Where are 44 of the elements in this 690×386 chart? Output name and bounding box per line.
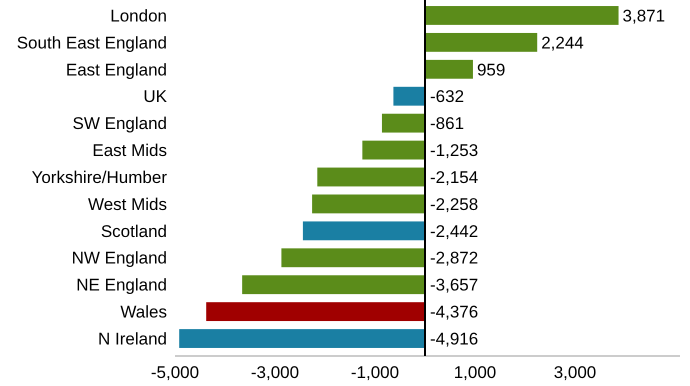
data-label: 2,244: [541, 33, 584, 52]
data-label: -632: [430, 87, 464, 106]
data-label: -1,253: [430, 141, 478, 160]
x-tick-label: -1,000: [350, 363, 400, 382]
bar: [281, 248, 425, 268]
data-label: -2,872: [430, 248, 478, 268]
data-label: -2,154: [430, 168, 478, 187]
bar: [425, 32, 538, 52]
bar: [425, 6, 619, 25]
y-tick-label: NE England: [76, 276, 167, 295]
bar: [179, 329, 425, 348]
x-tick-label: -5,000: [150, 363, 200, 382]
y-tick-label: Scotland: [100, 222, 167, 241]
bar: [317, 168, 425, 186]
bar: [302, 221, 425, 240]
data-label: -4,376: [430, 302, 478, 322]
bar: [425, 60, 473, 79]
y-tick-label: N Ireland: [98, 329, 167, 348]
data-label: 3,871: [622, 6, 666, 26]
data-label: -2,442: [430, 222, 478, 241]
bar: [362, 140, 425, 160]
y-tick-label: Yorkshire/Humber: [32, 168, 168, 187]
data-label: -2,258: [430, 194, 478, 214]
y-tick-label: NW England: [72, 248, 167, 268]
x-tick-label: 1,000: [454, 363, 496, 382]
data-label: 959: [476, 60, 506, 80]
y-tick-label: West Mids: [88, 194, 167, 214]
bar: [206, 302, 425, 322]
y-tick-label: East Mids: [92, 141, 167, 160]
data-label: -3,657: [430, 276, 478, 295]
y-tick-label: Wales: [120, 302, 167, 322]
y-tick-label: SW England: [72, 114, 167, 134]
y-tick-label: London: [110, 6, 167, 26]
x-tick-label: -3,000: [250, 363, 300, 382]
bar: [242, 275, 425, 294]
bar: [312, 194, 425, 214]
data-label: -861: [430, 114, 464, 134]
x-tick-label: 3,000: [554, 363, 596, 382]
bar: [393, 86, 425, 106]
bar: [382, 114, 425, 133]
y-tick-label: UK: [143, 87, 168, 106]
y-tick-label: East England: [66, 60, 167, 80]
y-tick-label: South East England: [16, 33, 167, 52]
data-label: -4,916: [430, 329, 478, 348]
